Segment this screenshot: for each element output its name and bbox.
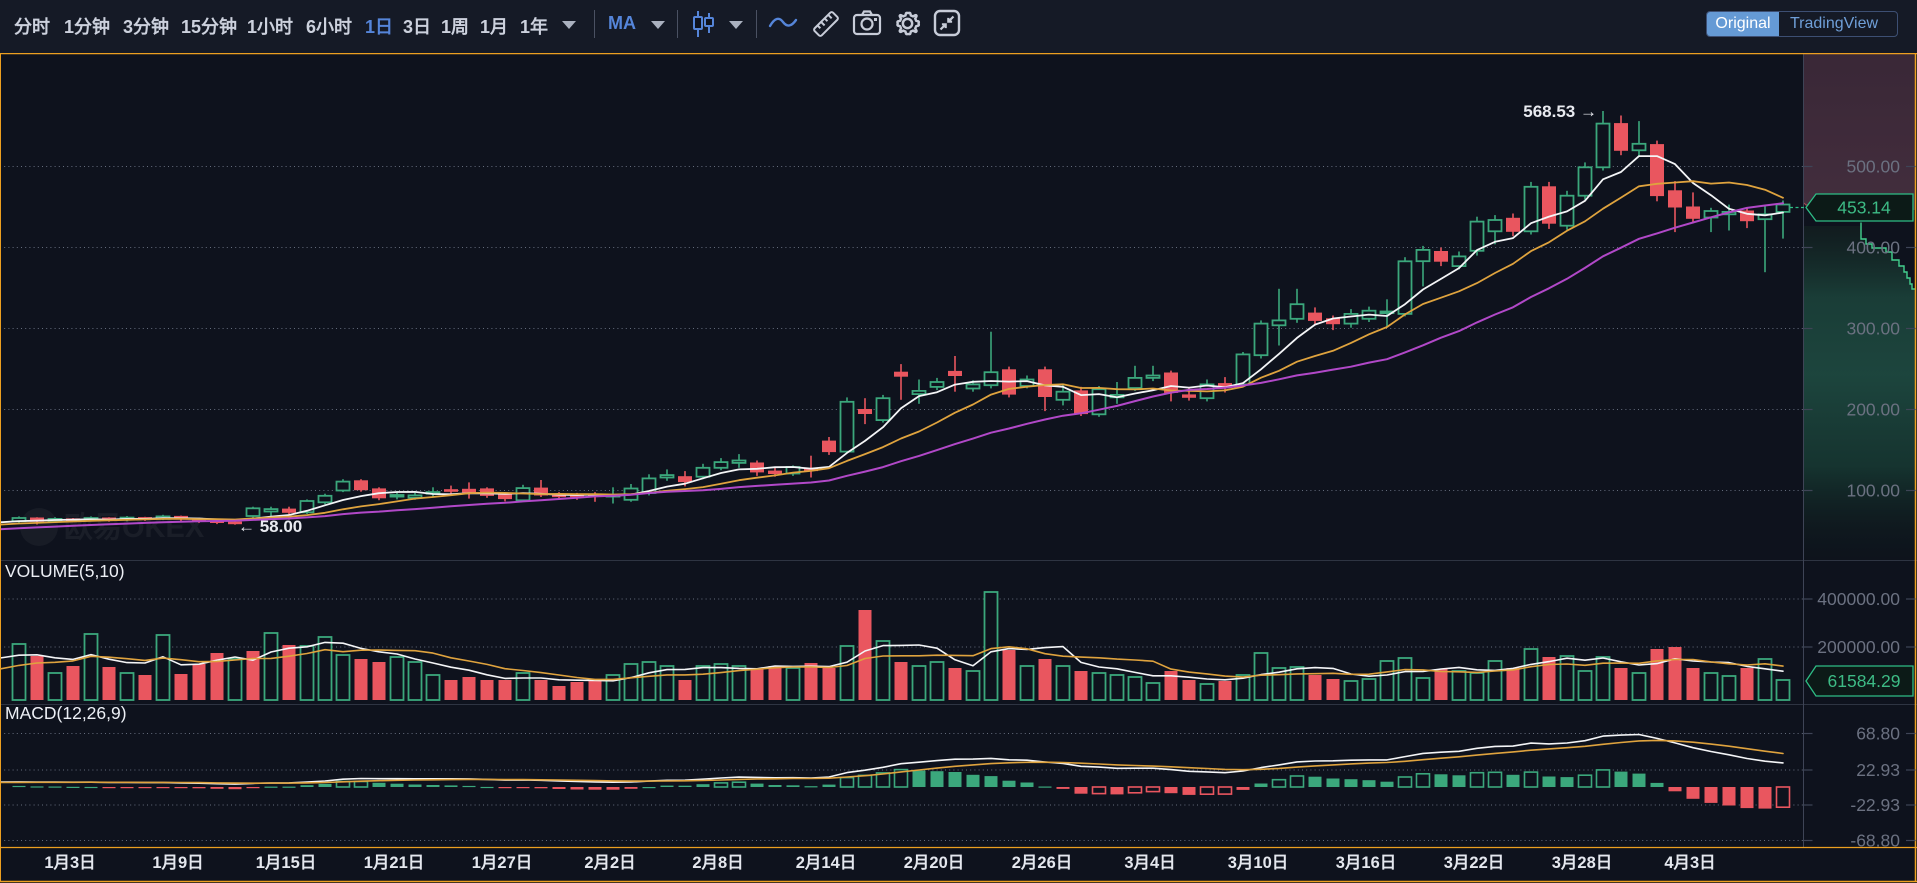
svg-text:MACD(12,26,9): MACD(12,26,9): [5, 703, 127, 723]
svg-text:3月22日: 3月22日: [1444, 853, 1505, 872]
svg-text:1月3日: 1月3日: [44, 853, 95, 872]
svg-text:1月27日: 1月27日: [472, 853, 533, 872]
svg-text:200.00: 200.00: [1846, 400, 1900, 420]
svg-text:100.00: 100.00: [1846, 481, 1900, 501]
svg-text:1月15日: 1月15日: [256, 853, 317, 872]
svg-text:68.80: 68.80: [1856, 724, 1900, 744]
svg-text:568.53 →: 568.53 →: [1523, 102, 1597, 121]
svg-text:453.14: 453.14: [1837, 198, 1891, 218]
svg-text:1月21日: 1月21日: [364, 853, 425, 872]
svg-text:300.00: 300.00: [1846, 319, 1900, 339]
svg-text:2月14日: 2月14日: [796, 853, 857, 872]
svg-text:400000.00: 400000.00: [1817, 589, 1900, 609]
svg-text:1月9日: 1月9日: [152, 853, 203, 872]
svg-text:3月10日: 3月10日: [1228, 853, 1289, 872]
svg-text:2月26日: 2月26日: [1012, 853, 1073, 872]
svg-text:4月3日: 4月3日: [1664, 853, 1715, 872]
svg-text:3月16日: 3月16日: [1336, 853, 1397, 872]
svg-text:-22.93: -22.93: [1850, 795, 1900, 815]
svg-text:500.00: 500.00: [1846, 157, 1900, 177]
svg-text:2月20日: 2月20日: [904, 853, 965, 872]
svg-text:200000.00: 200000.00: [1817, 637, 1900, 657]
svg-text:3月4日: 3月4日: [1124, 853, 1175, 872]
svg-text:400.00: 400.00: [1846, 238, 1900, 258]
svg-text:61584.29: 61584.29: [1828, 671, 1901, 691]
svg-text:2月8日: 2月8日: [692, 853, 743, 872]
svg-text:2月2日: 2月2日: [584, 853, 635, 872]
svg-text:← 58.00: ← 58.00: [238, 517, 302, 536]
svg-text:-68.80: -68.80: [1850, 831, 1900, 851]
svg-text:22.93: 22.93: [1856, 760, 1900, 780]
svg-text:VOLUME(5,10): VOLUME(5,10): [5, 561, 125, 581]
svg-text:3月28日: 3月28日: [1552, 853, 1613, 872]
